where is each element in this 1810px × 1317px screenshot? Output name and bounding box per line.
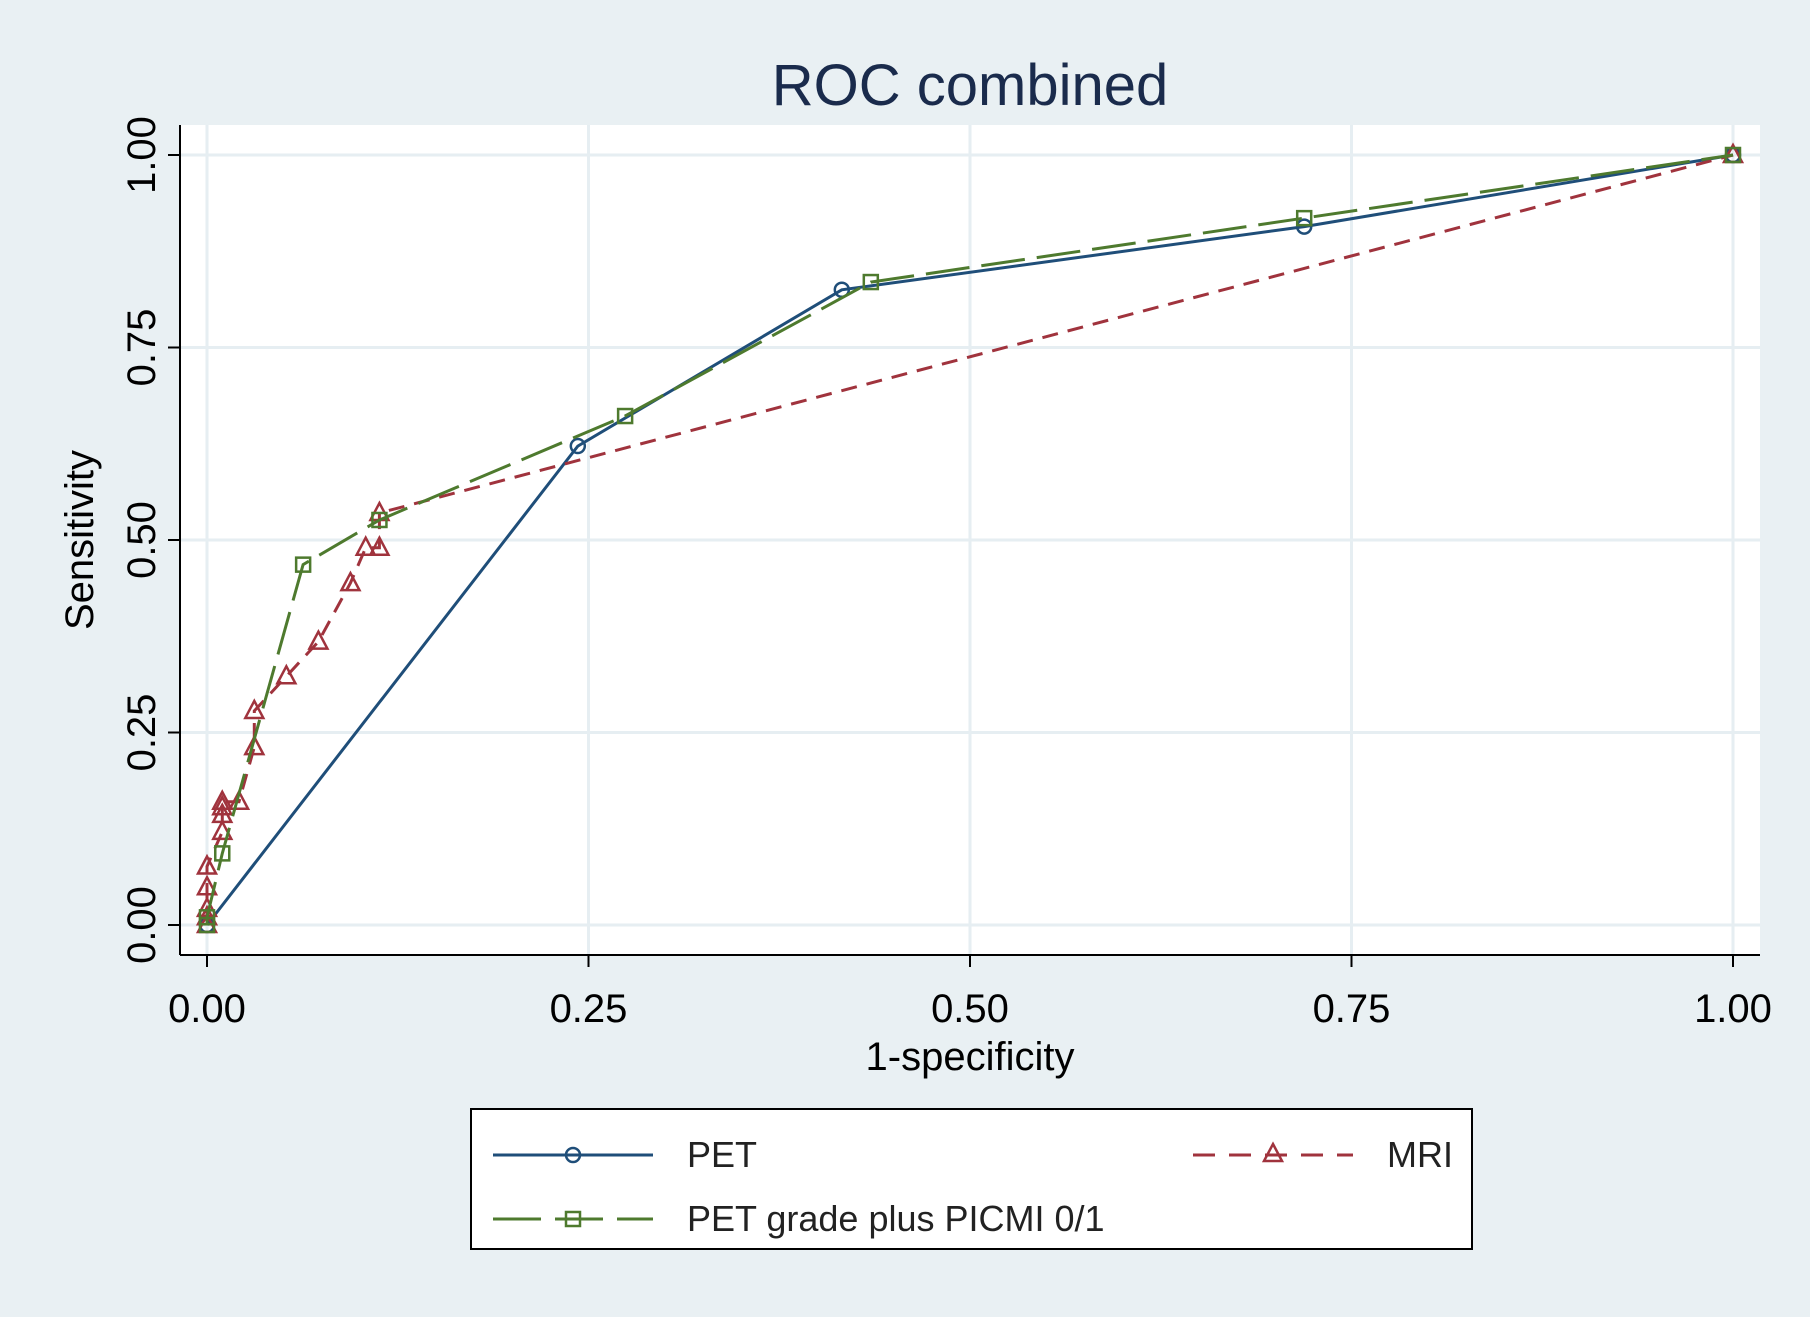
data-point [195, 874, 219, 896]
data-point [294, 556, 312, 573]
y-tick-label: 0.75 [120, 309, 164, 387]
data-point [1295, 218, 1313, 235]
data-point [354, 535, 377, 556]
data-point [569, 437, 587, 455]
data-point [616, 407, 634, 425]
chart-title: ROC combined [772, 53, 1168, 118]
x-tick-label: 0.25 [550, 987, 628, 1031]
x-tick-label: 0.75 [1313, 987, 1391, 1031]
series-layer [195, 142, 1745, 934]
data-point [862, 273, 880, 291]
data-point [243, 698, 266, 720]
data-point [339, 570, 362, 592]
legend-label-pet: PET [687, 1134, 758, 1175]
data-point [211, 789, 234, 811]
data-point [275, 663, 298, 685]
data-point [1724, 146, 1742, 164]
x-tick-label: 0.00 [168, 987, 246, 1031]
y-axis-label: Sensitivity [58, 450, 102, 630]
legend-label-pet-grade-picmi: PET grade plus PICMI 0/1 [687, 1198, 1105, 1239]
legend-swatch-pet [493, 1146, 653, 1164]
data-point [227, 789, 251, 811]
x-tick-label: 1.00 [1694, 987, 1772, 1031]
x-tick-label: 0.50 [931, 987, 1009, 1031]
data-point [371, 511, 388, 529]
legend-label-mri: MRI [1387, 1134, 1453, 1175]
legend-swatch-mri [1193, 1141, 1353, 1163]
data-point [211, 794, 234, 816]
series-line [205, 153, 1734, 925]
series-line [205, 153, 1734, 925]
data-point [307, 628, 330, 650]
data-point [368, 535, 391, 556]
legend: PET MRI PET grade plus PICMI 0/1 [470, 1108, 1473, 1250]
grid [180, 125, 1760, 955]
data-point [1295, 209, 1313, 227]
y-tick-label: 0.50 [120, 501, 164, 579]
y-tick-label: 0.25 [120, 694, 164, 772]
y-tick-label: 0.00 [120, 886, 164, 964]
series-2 [198, 146, 1742, 934]
series-line [205, 153, 1734, 926]
data-point [243, 734, 266, 756]
data-point [198, 909, 216, 926]
data-point [195, 853, 219, 875]
data-point [211, 819, 234, 841]
axes: 0.00 0.25 0.50 0.75 1.00 0.00 0.25 0.50 0.75 1.00 [120, 116, 1772, 1031]
x-axis-label: 1-specificity [866, 1035, 1075, 1079]
data-point [214, 845, 231, 862]
legend-swatch-pet-grade-picmi [493, 1210, 653, 1228]
y-tick-label: 1.00 [120, 116, 164, 194]
